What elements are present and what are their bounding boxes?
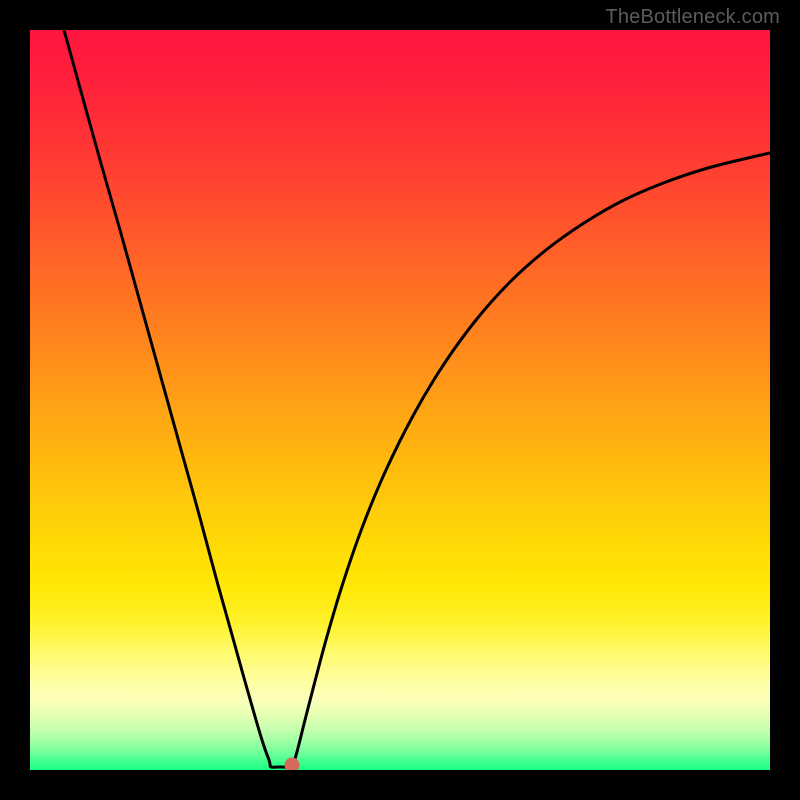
watermark-text: TheBottleneck.com: [605, 6, 780, 29]
plot-area: [30, 30, 770, 770]
gradient-chart-svg: [30, 30, 770, 770]
gradient-background: [30, 30, 770, 770]
chart-frame: TheBottleneck.com: [0, 0, 800, 800]
